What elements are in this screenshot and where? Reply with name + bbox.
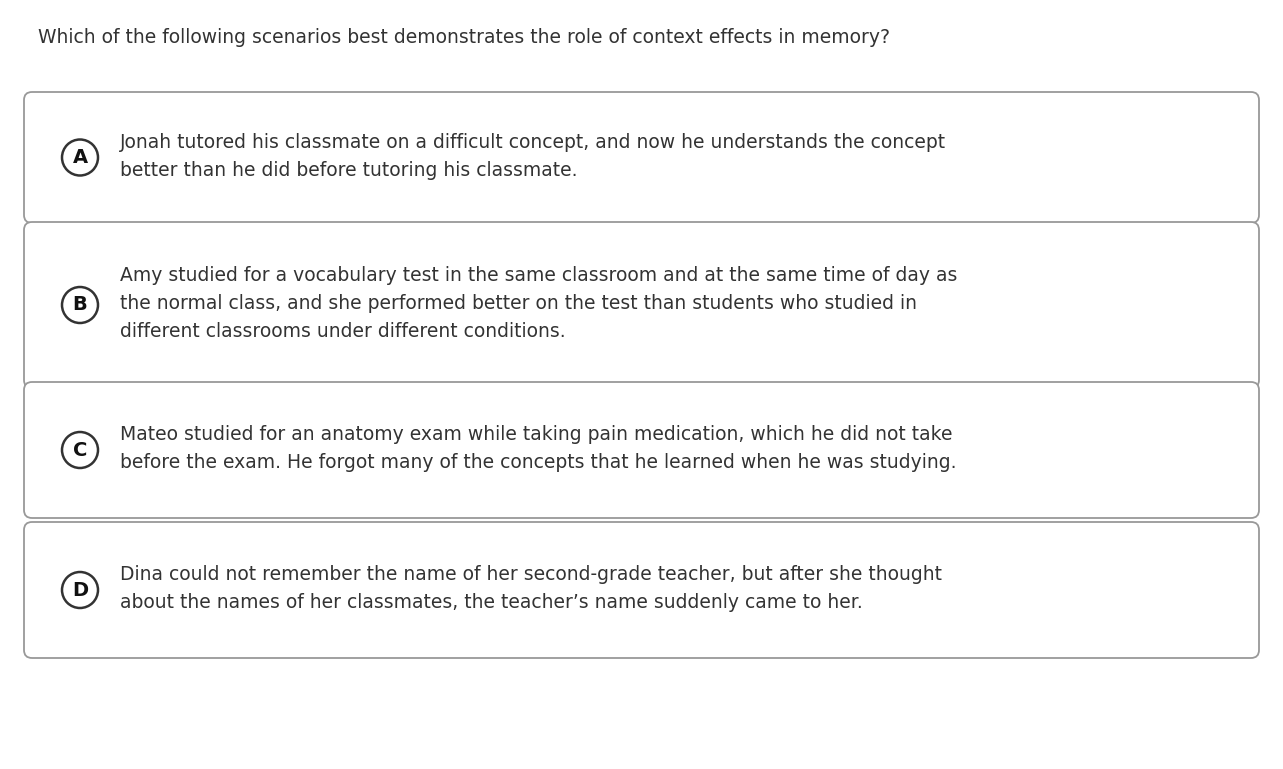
FancyBboxPatch shape xyxy=(24,92,1259,223)
FancyBboxPatch shape xyxy=(24,522,1259,658)
Circle shape xyxy=(62,287,98,323)
Text: Jonah tutored his classmate on a difficult concept, and now he understands the c: Jonah tutored his classmate on a difficu… xyxy=(121,132,946,179)
Text: C: C xyxy=(73,441,87,460)
Text: Amy studied for a vocabulary test in the same classroom and at the same time of : Amy studied for a vocabulary test in the… xyxy=(121,266,957,341)
Text: Which of the following scenarios best demonstrates the role of context effects i: Which of the following scenarios best de… xyxy=(38,28,890,47)
Text: A: A xyxy=(72,148,87,167)
Circle shape xyxy=(62,139,98,175)
FancyBboxPatch shape xyxy=(24,222,1259,388)
Text: B: B xyxy=(73,295,87,315)
Text: Mateo studied for an anatomy exam while taking pain medication, which he did not: Mateo studied for an anatomy exam while … xyxy=(121,425,957,472)
FancyBboxPatch shape xyxy=(24,382,1259,518)
Text: D: D xyxy=(72,581,89,600)
Circle shape xyxy=(62,432,98,468)
Text: Dina could not remember the name of her second-grade teacher, but after she thou: Dina could not remember the name of her … xyxy=(121,565,942,612)
Circle shape xyxy=(62,572,98,608)
